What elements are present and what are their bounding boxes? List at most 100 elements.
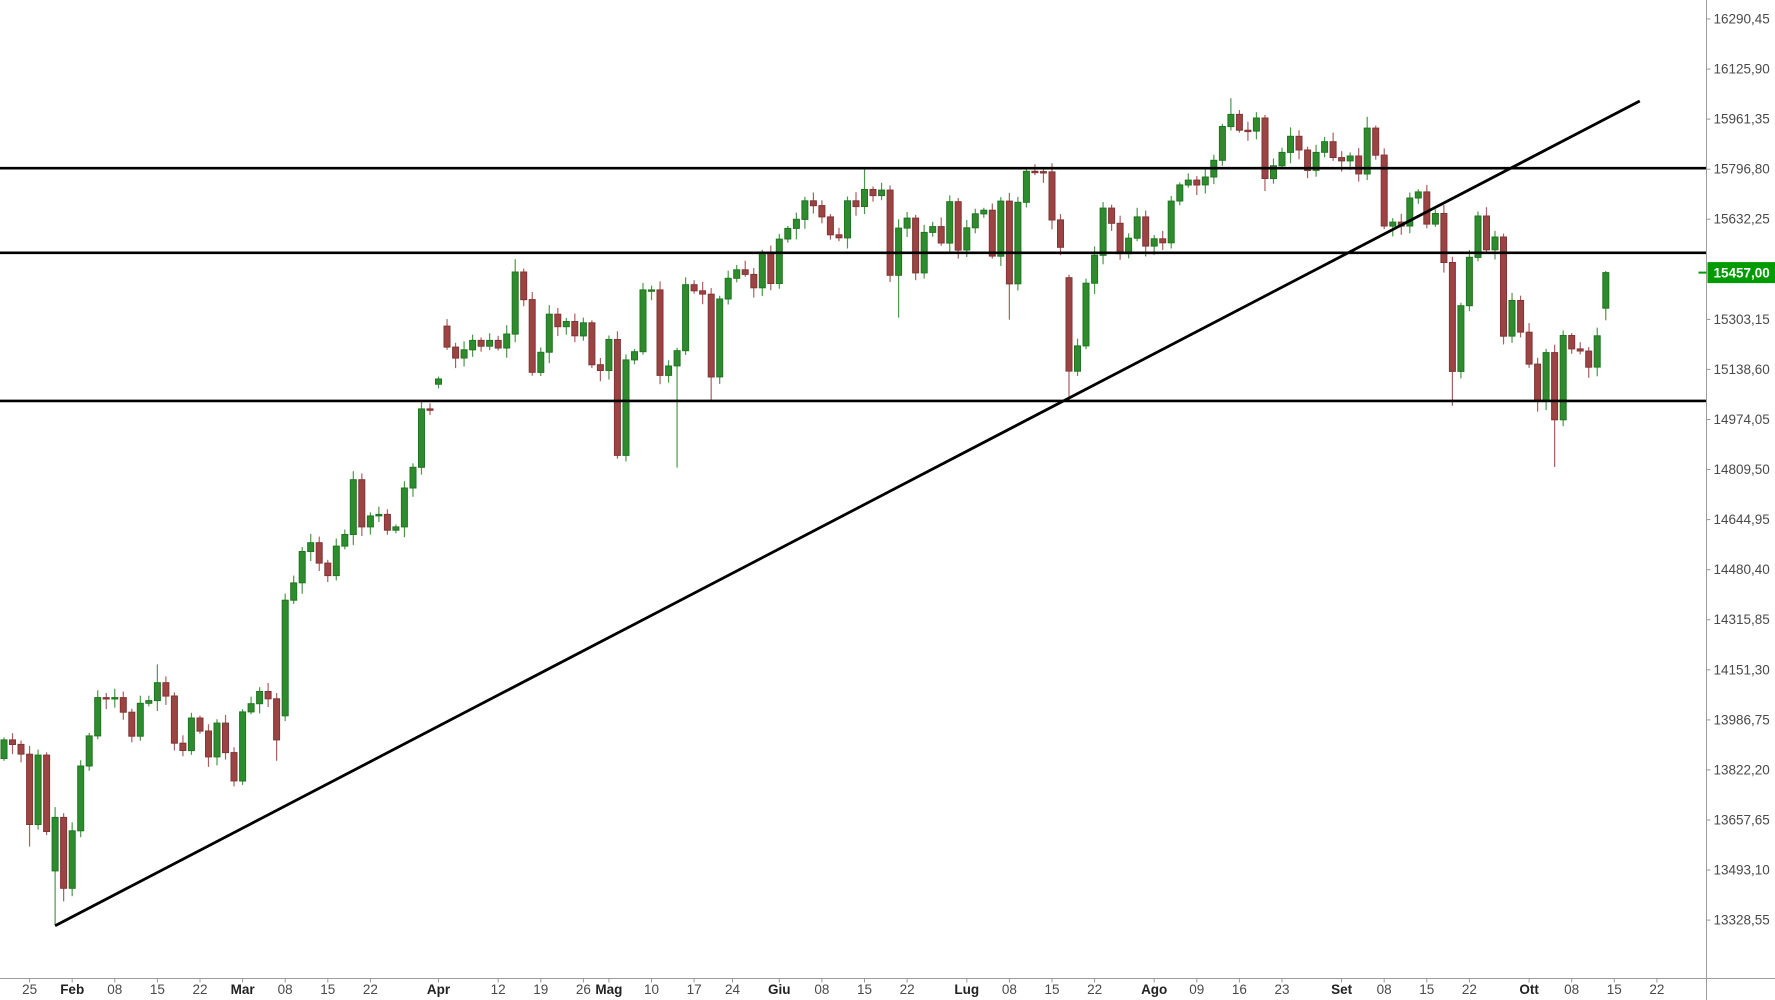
time-axis-month-label[interactable]: Ott [1519, 982, 1539, 997]
price-tick-label[interactable]: 14644,95 [1714, 512, 1770, 527]
candle-bearish [1338, 157, 1346, 162]
price-tick-label[interactable]: 15961,35 [1714, 112, 1770, 127]
time-axis-label[interactable]: 08 [814, 982, 829, 997]
candle-bullish [545, 313, 553, 353]
time-axis-label[interactable]: 23 [1274, 982, 1289, 997]
price-tick-label[interactable]: 16290,45 [1714, 12, 1770, 27]
time-axis-label[interactable]: 22 [1649, 982, 1664, 997]
candle-bullish [145, 700, 153, 704]
time-axis-label[interactable]: 12 [491, 982, 506, 997]
price-tick-label[interactable]: 15303,15 [1714, 312, 1770, 327]
price-tick-label[interactable]: 14974,05 [1714, 412, 1770, 427]
price-tick-label[interactable]: 15138,60 [1714, 362, 1770, 377]
candle-bearish [426, 408, 434, 411]
candle-bearish [1440, 213, 1448, 263]
price-tick-label[interactable]: 16125,90 [1714, 62, 1770, 77]
candle-bearish [869, 189, 877, 197]
candle-bullish [648, 289, 655, 292]
candle-bullish [469, 339, 477, 351]
time-axis-label[interactable]: 24 [725, 982, 741, 997]
candle-bullish [332, 545, 340, 577]
candle-bearish [886, 189, 894, 276]
price-tick-label[interactable]: 13657,65 [1714, 813, 1770, 828]
candle-bearish [17, 743, 25, 755]
time-axis-label[interactable]: 19 [533, 982, 548, 997]
time-axis-month-label[interactable]: Apr [427, 982, 451, 997]
time-axis-label[interactable]: 26 [576, 982, 591, 997]
candle-bearish [324, 562, 332, 577]
candle-bearish [1517, 300, 1525, 333]
time-axis-label[interactable]: 22 [1087, 982, 1102, 997]
price-tick-label[interactable]: 13493,10 [1714, 863, 1770, 878]
time-axis-month-label[interactable]: Lug [954, 982, 979, 997]
time-axis-label[interactable]: 08 [1002, 982, 1017, 997]
candle-bearish [1235, 113, 1243, 131]
candle-bullish [792, 218, 800, 229]
time-axis-label[interactable]: 22 [1462, 982, 1477, 997]
candle-bearish [554, 313, 562, 328]
price-tick-label[interactable]: 15796,80 [1714, 162, 1770, 177]
candle-bullish [239, 711, 247, 782]
time-axis-month-label[interactable]: Ago [1141, 982, 1167, 997]
price-tick-label[interactable]: 13822,20 [1714, 762, 1770, 777]
candle-bullish [1389, 221, 1397, 227]
time-axis-label[interactable]: 15 [857, 982, 872, 997]
candle-bullish [1082, 282, 1090, 347]
price-tick-label[interactable]: 14315,85 [1714, 612, 1770, 627]
candle-bearish [1380, 154, 1388, 227]
candle-bullish [187, 717, 195, 752]
time-axis-label[interactable]: 08 [107, 982, 122, 997]
time-axis-label[interactable]: 15 [150, 982, 165, 997]
candle-bullish [716, 298, 724, 378]
time-axis-label[interactable]: 16 [1232, 982, 1247, 997]
time-axis-label[interactable]: 15 [1607, 982, 1622, 997]
time-axis-label[interactable]: 09 [1189, 982, 1204, 997]
candle-bullish [579, 322, 587, 337]
time-axis-label[interactable]: 15 [1044, 982, 1059, 997]
time-axis-label[interactable]: 15 [1419, 982, 1434, 997]
time-axis-label[interactable]: 08 [278, 982, 293, 997]
time-axis-label[interactable]: 22 [363, 982, 378, 997]
candle-bullish [435, 378, 442, 385]
candle-bullish [94, 697, 102, 737]
candle-bearish [383, 513, 391, 531]
time-axis-month-label[interactable]: Mar [231, 982, 256, 997]
candle-bullish [665, 365, 673, 376]
time-axis-label[interactable]: 15 [320, 982, 335, 997]
candle-bullish [1474, 215, 1482, 258]
candle-bullish [1287, 135, 1294, 153]
time-axis-label[interactable]: 10 [644, 982, 659, 997]
time-axis-label[interactable]: 22 [900, 982, 915, 997]
candle-bearish [1244, 129, 1252, 133]
time-axis-month-label[interactable]: Mag [595, 982, 622, 997]
candle-bullish [1346, 155, 1354, 162]
candle-bearish [358, 479, 366, 528]
candle-bearish [818, 205, 826, 218]
candle-bullish [903, 217, 911, 229]
candle-bearish [1568, 335, 1576, 350]
candle-bullish [1457, 305, 1465, 372]
candle-bullish [307, 542, 315, 553]
trendline[interactable] [54, 99, 1641, 927]
price-tick-label[interactable]: 13328,55 [1714, 913, 1770, 928]
price-tick-label[interactable]: 15632,25 [1714, 212, 1770, 227]
candle-bullish [878, 189, 886, 197]
current-price-label-bg [1707, 262, 1775, 284]
price-tick-label[interactable]: 14809,50 [1714, 462, 1770, 477]
time-axis-label[interactable]: 17 [687, 982, 702, 997]
time-axis-month-label[interactable]: Set [1331, 982, 1353, 997]
time-axis-month-label[interactable]: Giu [768, 982, 791, 997]
price-tick-label[interactable]: 13986,75 [1714, 712, 1770, 727]
candle-bullish [622, 359, 630, 456]
price-tick-label[interactable]: 14480,40 [1714, 562, 1770, 577]
time-axis-label[interactable]: 22 [192, 982, 207, 997]
candle-bearish [1039, 171, 1047, 174]
candle-bullish [511, 271, 519, 335]
time-axis-month-label[interactable]: Feb [60, 982, 84, 997]
candle-bullish [724, 277, 732, 300]
time-axis-label[interactable]: 08 [1377, 982, 1392, 997]
time-axis-label[interactable]: 25 [22, 982, 37, 997]
price-tick-label[interactable]: 14151,30 [1714, 662, 1770, 677]
time-axis-label[interactable]: 08 [1564, 982, 1579, 997]
